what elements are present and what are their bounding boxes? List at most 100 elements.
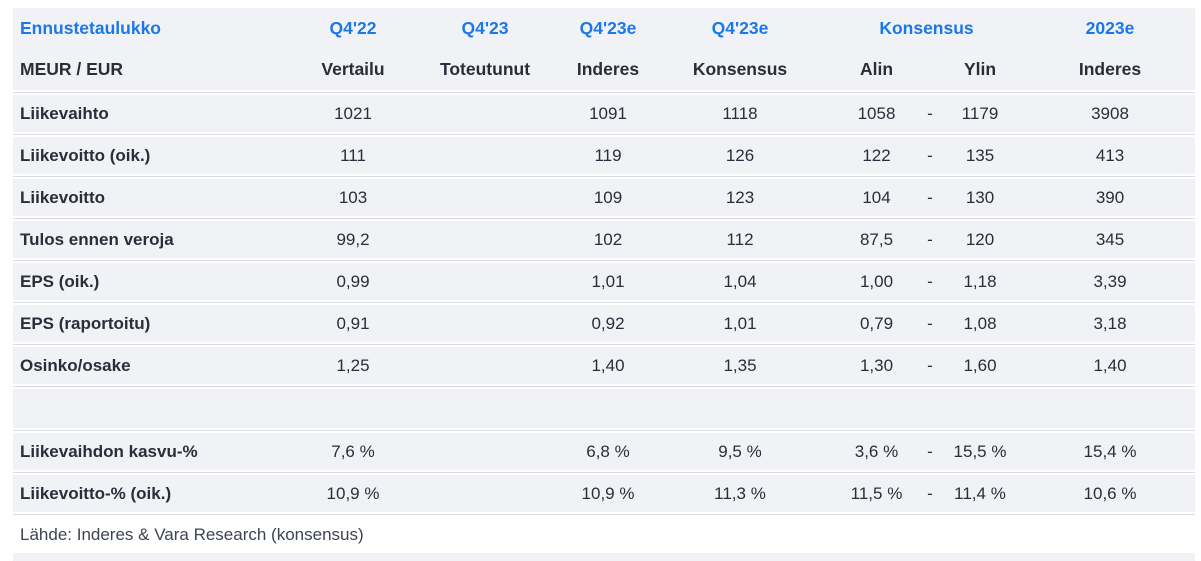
table-body: Liikevaihto 1021 1091 1118 1058 - 1179 3… — [13, 92, 1195, 512]
row-label: Osinko/osake — [20, 355, 131, 375]
range-dash: - — [927, 103, 933, 123]
range-dash: - — [927, 229, 933, 249]
header-row-subtitles: MEUR / EUR Vertailu Toteutunut Inderes K… — [13, 49, 1195, 90]
header-inderes: Inderes — [576, 59, 640, 79]
cell-konsensus-alin: 104 — [862, 187, 891, 207]
table-row: Liikevoitto-% (oik.) 10,9 % 10,9 % 11,3 … — [13, 472, 1195, 512]
cell-konsensus: 1,04 — [723, 271, 757, 291]
cell-vertailu: 10,9 % — [326, 483, 380, 503]
header-unit-label: MEUR / EUR — [20, 59, 124, 79]
header-q4-23e-konsensus: Q4'23e — [711, 18, 769, 38]
row-label: EPS (oik.) — [20, 271, 100, 291]
cell-konsensus-alin: 3,6 % — [854, 441, 899, 461]
header-2023e: 2023e — [1085, 18, 1135, 38]
row-label: Liikevoitto — [20, 187, 106, 207]
header-q4-22: Q4'22 — [329, 18, 377, 38]
range-dash: - — [927, 271, 933, 291]
cell-konsensus-ylin: 11,4 % — [954, 483, 1006, 503]
header-konsensus: Konsensus — [692, 59, 788, 79]
cell-konsensus-alin: 87,5 — [859, 229, 894, 249]
cell-inderes: 1,40 — [591, 355, 625, 375]
header-row-periods: Ennustetaulukko Q4'22 Q4'23 Q4'23e Q4'23… — [13, 8, 1195, 49]
row-label: EPS (raportoitu) — [20, 313, 151, 333]
cell-inderes: 109 — [593, 187, 623, 207]
cell-konsensus-ylin: 130 — [965, 187, 995, 207]
table-row: Liikevaihto 1021 1091 1118 1058 - 1179 3… — [13, 92, 1195, 132]
header-konsensus-range: Konsensus — [879, 18, 974, 38]
range-dash: - — [927, 313, 933, 333]
row-label: Liikevaihdon kasvu-% — [20, 441, 198, 461]
cell-inderes: 10,9 % — [581, 483, 635, 503]
cell-konsensus-alin: 1058 — [857, 103, 896, 123]
cell-konsensus-ylin: 1,60 — [963, 355, 997, 375]
range-dash: - — [927, 355, 933, 375]
cell-konsensus: 1,35 — [723, 355, 757, 375]
cell-konsensus: 9,5 % — [718, 441, 762, 461]
cell-konsensus-alin: 1,00 — [859, 271, 894, 291]
cell-2023e: 1,40 — [1093, 355, 1127, 375]
cell-konsensus-alin: 11,5 % — [850, 483, 903, 503]
cell-inderes: 102 — [593, 229, 623, 249]
cell-konsensus-alin: 1,30 — [859, 355, 894, 375]
cell-konsensus-alin: 122 — [862, 145, 891, 165]
table-header: Ennustetaulukko Q4'22 Q4'23 Q4'23e Q4'23… — [13, 8, 1195, 90]
cell-2023e: 345 — [1095, 229, 1125, 249]
cell-2023e: 3,18 — [1093, 313, 1127, 333]
cell-inderes: 119 — [594, 145, 622, 165]
cell-2023e: 390 — [1095, 187, 1125, 207]
cell-vertailu: 99,2 — [336, 229, 370, 249]
cell-2023e: 3908 — [1091, 103, 1129, 123]
cell-konsensus: 112 — [726, 229, 754, 249]
table-row: Liikevoitto (oik.) 111 119 126 122 - 135… — [13, 134, 1195, 174]
header-q4-23: Q4'23 — [461, 18, 509, 38]
table-row: Liikevoitto 103 109 123 104 - 130 390 — [13, 176, 1195, 216]
cell-konsensus-alin: 0,79 — [859, 313, 894, 333]
cell-konsensus: 123 — [725, 187, 755, 207]
cell-konsensus-ylin: 120 — [965, 229, 995, 249]
cell-konsensus-ylin: 1179 — [961, 103, 999, 123]
cell-konsensus: 11,3 % — [714, 483, 766, 503]
cell-vertailu: 1,25 — [336, 355, 370, 375]
header-q4-23e-inderes: Q4'23e — [579, 18, 637, 38]
cell-konsensus: 126 — [725, 145, 755, 165]
cell-2023e: 3,39 — [1093, 271, 1127, 291]
range-dash: - — [927, 441, 933, 461]
table-row: Liikevaihdon kasvu-% 7,6 % 6,8 % 9,5 % 3… — [13, 430, 1195, 470]
table-title: Ennustetaulukko — [20, 18, 161, 38]
cell-vertailu: 0,99 — [336, 271, 370, 291]
table-row: EPS (raportoitu) 0,91 0,92 1,01 0,79 - 1… — [13, 302, 1195, 342]
header-toteutunut: Toteutunut — [439, 59, 531, 79]
table-row: Tulos ennen veroja 99,2 102 112 87,5 - 1… — [13, 218, 1195, 258]
cell-2023e: 15,4 % — [1083, 441, 1137, 461]
table-row: EPS (oik.) 0,99 1,01 1,04 1,00 - 1,18 3,… — [13, 260, 1195, 300]
header-vertailu: Vertailu — [321, 59, 385, 79]
cell-inderes: 0,92 — [591, 313, 625, 333]
cell-2023e: 10,6 % — [1083, 483, 1137, 503]
cell-konsensus-ylin: 135 — [965, 145, 995, 165]
cell-konsensus-ylin: 1,08 — [963, 313, 997, 333]
source-note: Lähde: Inderes & Vara Research (konsensu… — [13, 514, 1195, 553]
cell-vertailu: 111 — [340, 145, 366, 165]
header-alin: Alin — [859, 59, 894, 79]
cell-konsensus: 1,01 — [723, 313, 757, 333]
spacer-row — [13, 386, 1195, 428]
forecast-table: Ennustetaulukko Q4'22 Q4'23 Q4'23e Q4'23… — [13, 8, 1195, 561]
range-dash: - — [927, 187, 933, 207]
table-row: Osinko/osake 1,25 1,40 1,35 1,30 - 1,60 … — [13, 344, 1195, 384]
row-label: Liikevoitto (oik.) — [20, 145, 151, 165]
row-label: Liikevaihto — [20, 103, 109, 123]
cell-konsensus-ylin: 15,5 % — [953, 441, 1007, 461]
cell-konsensus-ylin: 1,18 — [963, 271, 997, 291]
cell-inderes: 1,01 — [591, 271, 625, 291]
cell-vertailu: 103 — [338, 187, 368, 207]
row-label: Tulos ennen veroja — [20, 229, 174, 249]
cell-vertailu: 0,91 — [336, 313, 370, 333]
cell-konsensus: 1118 — [722, 103, 758, 123]
range-dash: - — [927, 145, 933, 165]
range-dash: - — [927, 483, 933, 503]
cell-inderes: 1091 — [589, 103, 627, 123]
cell-inderes: 6,8 % — [586, 441, 630, 461]
cell-vertailu: 1021 — [334, 103, 372, 123]
table-bottom-bar — [13, 553, 1195, 561]
header-2023e-inderes: Inderes — [1078, 59, 1142, 79]
